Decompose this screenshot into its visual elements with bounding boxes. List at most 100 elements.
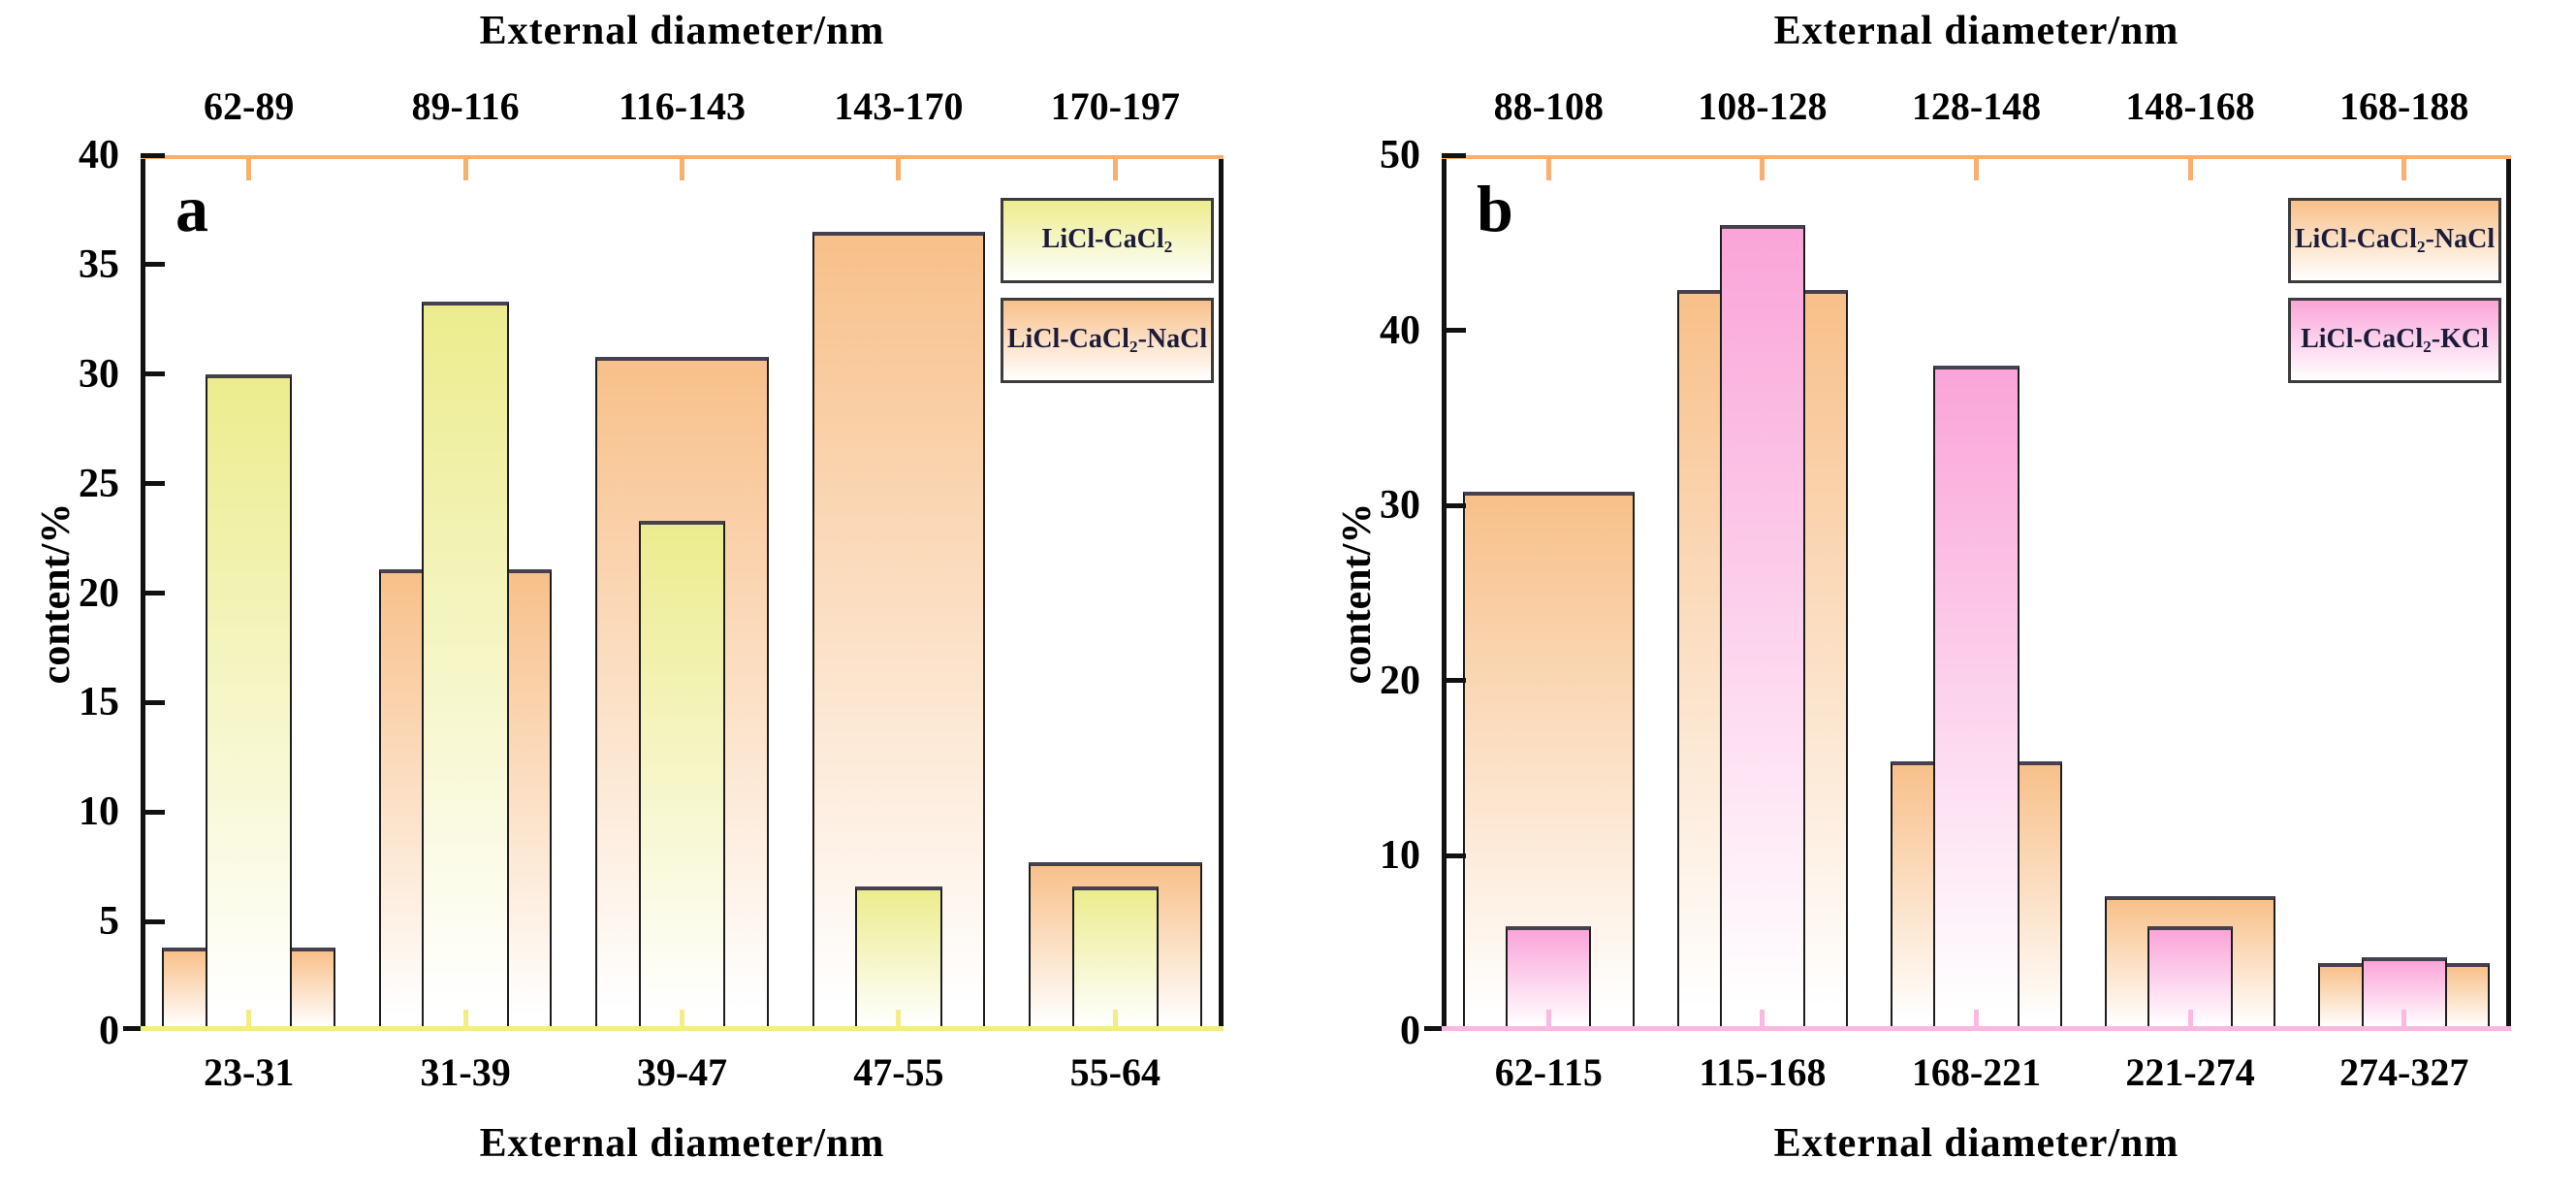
top-axis-tick: [1974, 155, 1979, 180]
bottom-category-label: 168-221: [1911, 1050, 2042, 1094]
top-axis-tick: [896, 155, 902, 180]
legend: LiCl-CaCl2 LiCl-CaCl2-NaCl: [1001, 198, 1214, 398]
y-tick-label: 10: [1380, 833, 1420, 879]
bottom-axis-title: External diameter/nm: [1773, 1121, 2179, 1166]
bottom-category-label: 274-327: [2339, 1050, 2469, 1094]
top-axis-tick: [246, 155, 252, 180]
bottom-axis-tick: [1760, 1010, 1765, 1031]
bottom-category-label: 55-64: [1069, 1050, 1161, 1094]
y-tick-label: 25: [79, 461, 119, 506]
legend-item: LiCl-CaCl2-NaCl: [1001, 298, 1214, 383]
bottom-axis-tick: [1545, 1010, 1551, 1031]
y-axis-tick: [141, 152, 165, 158]
y-tick-label: 20: [79, 570, 119, 616]
plot-area: b LiCl-CaCl2-NaCl LiCl-CaCl2-KCl: [1424, 152, 2511, 1031]
legend-label: LiCl-CaCl2: [1041, 223, 1173, 257]
bottom-category-label: 221-274: [2125, 1050, 2255, 1094]
y-axis-tick: [141, 699, 165, 705]
y-tick-label: 30: [79, 351, 119, 397]
y-axis-tick: [141, 481, 165, 487]
bottom-category-label: 115-168: [1699, 1050, 1827, 1094]
top-axis-tick: [1760, 155, 1765, 180]
top-category-label: 128-148: [1911, 84, 2042, 128]
panel-letter: b: [1477, 172, 1513, 245]
bottom-axis-tick: [462, 1010, 468, 1031]
top-category-label: 88-108: [1493, 84, 1604, 128]
bottom-axis-tick: [2187, 1010, 2193, 1031]
y-tick-label: 10: [79, 789, 119, 835]
top-axis-title: External diameter/nm: [1773, 9, 2179, 53]
legend: LiCl-CaCl2-NaCl LiCl-CaCl2-KCl: [2288, 198, 2501, 398]
bar: [206, 374, 293, 1031]
bar: [422, 302, 509, 1031]
bottom-category-label: 39-47: [636, 1050, 728, 1094]
y-axis-tick: [1442, 678, 1466, 684]
top-axis-tick: [462, 155, 468, 180]
bar: [638, 521, 726, 1031]
bottom-axis-tick: [1974, 1010, 1979, 1031]
bottom-axis-tick: [1112, 1010, 1118, 1031]
y-tick-label: 50: [1380, 133, 1420, 177]
bottom-axis-title: External diameter/nm: [479, 1121, 885, 1166]
bottom-category-label: 47-55: [853, 1050, 944, 1094]
y-tick-label: 35: [79, 241, 119, 287]
legend-item: LiCl-CaCl2: [1001, 198, 1214, 283]
top-axis-tick: [2401, 155, 2407, 180]
y-axis-spine: [1442, 155, 1447, 1031]
bar: [2147, 926, 2234, 1031]
right-spine: [2506, 155, 2511, 1031]
top-category-label: 108-128: [1698, 84, 1828, 128]
y-axis-tick: [1442, 853, 1466, 858]
legend-label: LiCl-CaCl2-NaCl: [2294, 223, 2496, 257]
axis-corner-foot: [1424, 1026, 1442, 1031]
bottom-axis-tick: [246, 1010, 252, 1031]
y-axis-tick: [1442, 152, 1466, 158]
y-tick-label: 0: [99, 1009, 119, 1053]
y-axis-tick: [1442, 328, 1466, 334]
y-tick-label: 40: [79, 133, 119, 177]
legend-item: LiCl-CaCl2-KCl: [2288, 298, 2501, 383]
bottom-axis-tick: [680, 1010, 684, 1031]
y-axis-tick: [141, 809, 165, 815]
legend-label: LiCl-CaCl2-KCl: [2301, 323, 2489, 357]
top-category-label: 89-116: [411, 84, 520, 128]
top-axis-tick: [2187, 155, 2193, 180]
axis-corner-foot: [123, 1026, 141, 1031]
right-spine: [1219, 155, 1224, 1031]
bar: [1071, 886, 1159, 1031]
top-category-label: 168-188: [2339, 84, 2469, 128]
legend-item: LiCl-CaCl2-NaCl: [2288, 198, 2501, 283]
legend-label: LiCl-CaCl2-NaCl: [1006, 323, 1208, 357]
y-axis-tick: [141, 918, 165, 924]
bottom-category-label: 23-31: [204, 1050, 295, 1094]
panel-letter: a: [175, 172, 208, 245]
bar: [1933, 366, 2019, 1031]
y-tick-label: 15: [79, 680, 119, 725]
bottom-category-label: 31-39: [420, 1050, 511, 1094]
top-category-label: 170-197: [1050, 84, 1180, 128]
y-axis-tick: [141, 591, 165, 596]
bottom-axis-tick: [896, 1010, 902, 1031]
y-tick-label: 40: [1380, 307, 1420, 353]
top-axis-title: External diameter/nm: [479, 9, 885, 53]
bottom-category-label: 62-115: [1494, 1050, 1603, 1094]
y-axis-tick: [1442, 502, 1466, 508]
top-axis-tick: [680, 155, 684, 180]
top-category-label: 116-143: [618, 84, 747, 128]
y-tick-label: 0: [1400, 1009, 1420, 1053]
top-axis-tick: [1112, 155, 1118, 180]
y-axis-tick: [141, 262, 165, 268]
top-category-label: 62-89: [204, 84, 295, 128]
bottom-axis-tick: [2401, 1010, 2407, 1031]
y-tick-label: 30: [1380, 483, 1420, 529]
panel-a: External diameter/nm External diameter/nm…: [34, 9, 1224, 1166]
top-category-label: 148-168: [2125, 84, 2255, 128]
y-tick-label: 20: [1380, 658, 1420, 703]
top-category-label: 143-170: [834, 84, 964, 128]
y-axis-tick: [141, 371, 165, 377]
y-tick-label: 5: [99, 899, 119, 945]
top-axis-tick: [1545, 155, 1551, 180]
panel-b: External diameter/nm External diameter/nm…: [1288, 0, 2576, 1191]
bar: [1719, 225, 1805, 1031]
